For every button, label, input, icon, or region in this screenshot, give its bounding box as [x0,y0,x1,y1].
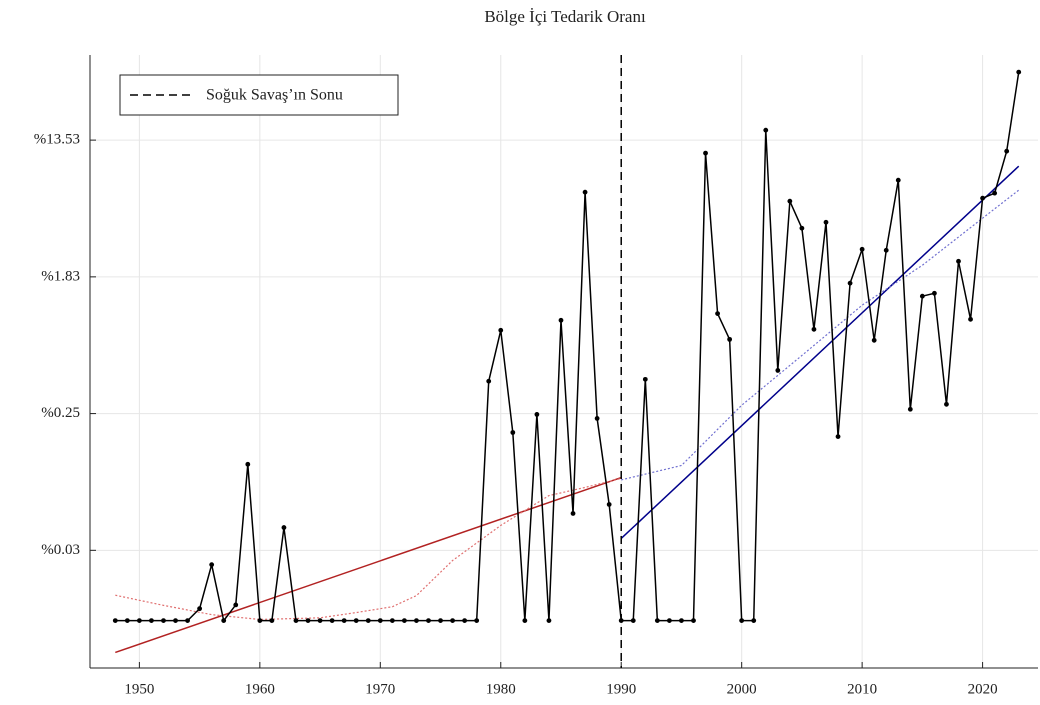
data-point [438,618,443,624]
data-point [353,618,359,624]
data-point [980,195,985,201]
data-point [895,177,901,183]
data-point [654,618,660,624]
data-point [679,618,684,624]
chart-title: Bölge İçi Tedarik Oranı [484,7,646,26]
data-point [221,618,227,624]
x-tick-label: 1970 [365,681,395,697]
data-point [233,602,239,608]
data-point [161,618,166,624]
data-point [269,618,275,624]
y-tick-label: %0.03 [41,542,80,558]
data-point [450,618,455,624]
data-point [751,618,757,624]
data-point [715,311,720,317]
data-point [365,618,371,624]
x-tick-label: 1950 [124,681,154,697]
data-point [510,430,516,435]
data-point [522,618,528,624]
data-point [992,190,998,196]
data-point [426,618,431,624]
data-point [847,280,853,286]
trend-line [620,165,1020,540]
data-point [197,606,203,612]
data-point [618,618,624,624]
data-point [305,618,311,624]
legend-box [119,74,399,116]
data-point [919,293,925,299]
data-point [594,416,600,421]
data-point [1016,69,1022,75]
x-tick-label: 1960 [245,681,275,697]
data-point [835,434,841,440]
data-line [115,71,1020,623]
y-tick-label: %0.25 [41,405,80,421]
data-point [401,618,407,624]
data-point [149,618,154,624]
data-point [703,150,708,156]
data-point [1004,148,1010,154]
data-point [546,618,552,624]
data-point [173,618,178,624]
data-point [956,258,961,264]
trend-line [115,477,622,621]
trend-line [621,189,1020,481]
data-point [907,406,913,412]
x-tick-label: 1990 [606,681,636,697]
data-point [498,327,504,333]
data-point [486,378,492,384]
data-point [112,618,118,624]
data-point [932,290,937,296]
data-point [739,618,745,624]
data-point [124,618,130,624]
data-point [630,618,636,624]
x-tick-label: 1980 [486,681,516,697]
legend-label: Soğuk Savaş’ın Sonu [206,87,343,104]
data-point [558,317,564,323]
trend-line [115,476,622,654]
data-point [136,618,142,624]
data-point [245,461,251,467]
data-point [209,562,215,568]
data-point [329,618,335,624]
data-point [968,316,973,322]
data-point [775,368,781,373]
data-point [883,247,889,253]
y-tick-label: %13.53 [34,132,80,148]
data-point [871,337,877,343]
data-point [859,246,865,252]
data-point [667,618,672,624]
data-point [823,219,829,225]
data-point [317,618,323,624]
data-point [474,618,480,624]
x-tick-label: 2020 [968,681,998,697]
data-point [811,326,817,332]
data-point [606,502,612,507]
data-point [691,618,696,624]
data-point [414,618,419,624]
x-tick-label: 2010 [847,681,877,697]
data-point [293,618,299,624]
data-point [185,618,190,624]
data-point [462,618,468,624]
data-point [281,525,287,530]
x-tick-label: 2000 [727,681,757,697]
data-point [257,618,263,624]
data-point [944,401,949,407]
data-point [642,376,648,382]
data-point [377,618,383,624]
data-point [570,511,576,516]
data-point [787,198,793,204]
data-point [582,189,588,195]
data-point [341,618,347,624]
data-point [799,225,805,231]
data-point [763,127,769,133]
data-point [389,618,395,624]
y-tick-label: %1.83 [41,268,80,284]
data-point [534,411,540,417]
data-point [727,336,733,342]
